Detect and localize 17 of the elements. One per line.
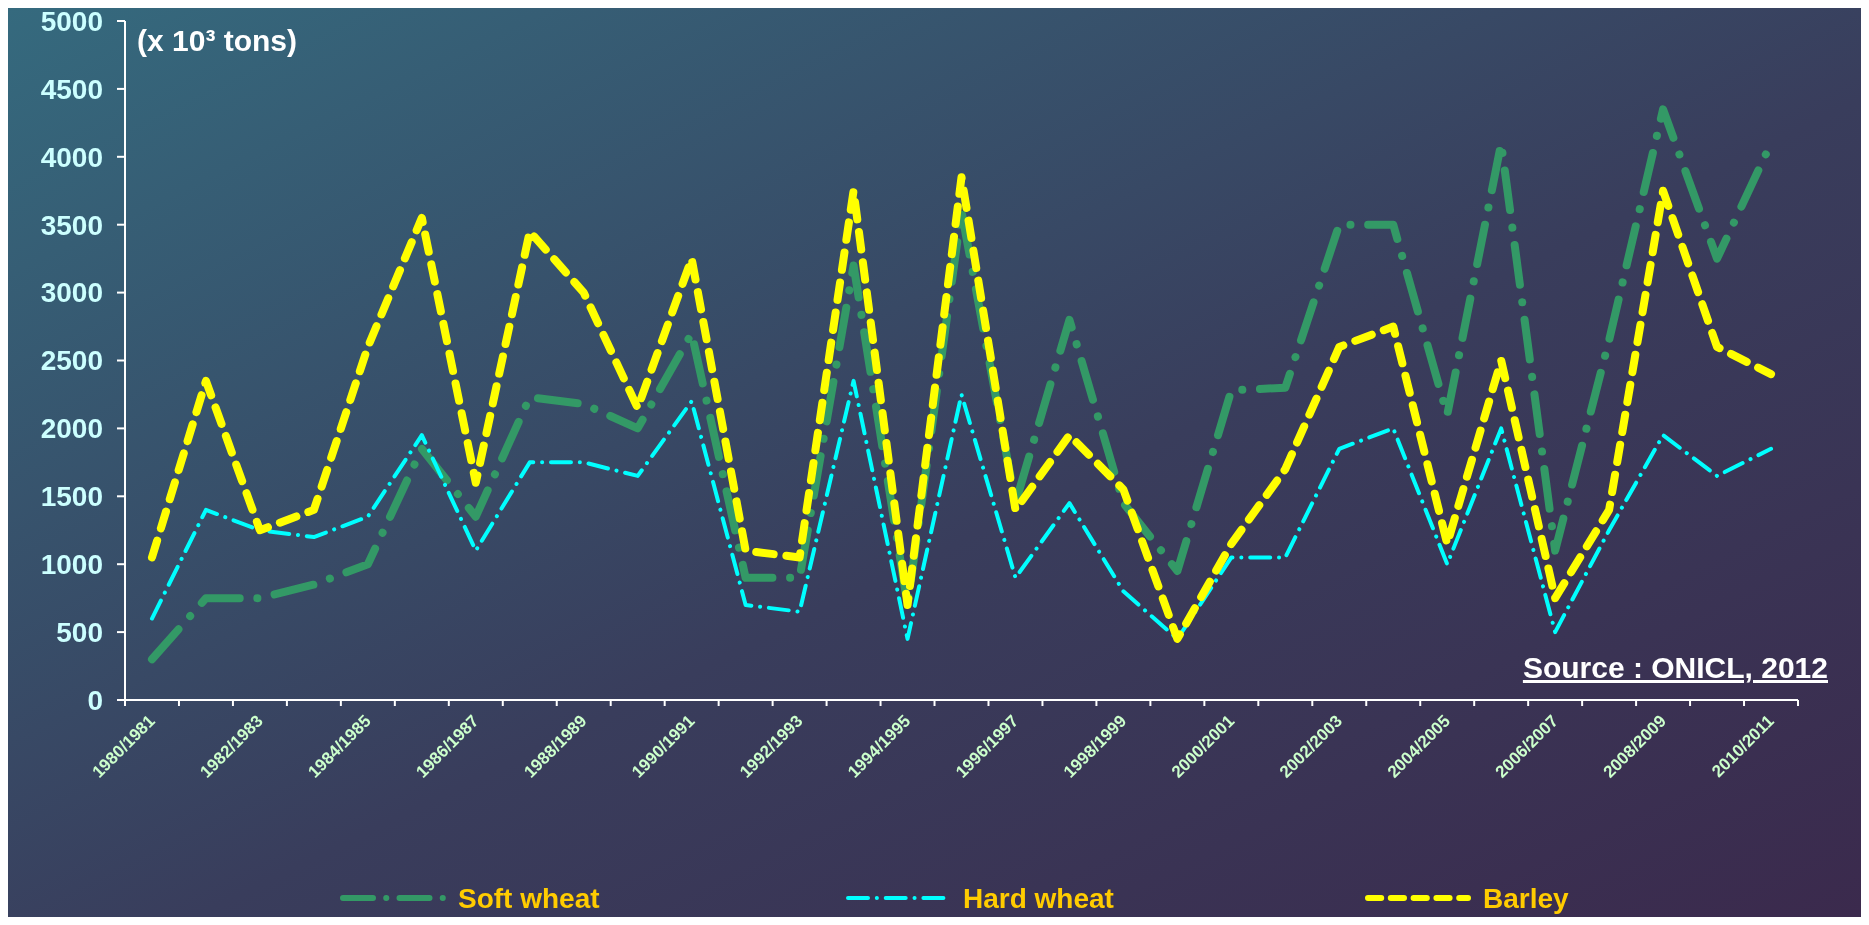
- legend-label: Barley: [1483, 882, 1570, 914]
- y-tick-label: 3000: [40, 277, 103, 309]
- annotation: Source : ONICL, 2012: [1522, 651, 1828, 684]
- legend-label: Hard wheat: [963, 882, 1114, 914]
- line-series: [149, 378, 1774, 641]
- y-tick-label: 4500: [40, 73, 103, 105]
- y-tick-label: 0: [87, 684, 103, 716]
- y-tick-label: 4000: [40, 141, 103, 173]
- y-axis-title: (x 10³ tons): [137, 24, 298, 57]
- y-tick-label: 2500: [40, 345, 103, 377]
- y-tick-label: 3500: [40, 209, 103, 241]
- y-tick-label: 1500: [40, 481, 103, 513]
- legend-label: Soft wheat: [458, 882, 600, 914]
- y-tick-label: 5000: [40, 5, 103, 37]
- y-tick-label: 1000: [40, 549, 103, 580]
- y-tick-label: 500: [56, 616, 103, 648]
- y-tick-label: 2000: [40, 413, 103, 445]
